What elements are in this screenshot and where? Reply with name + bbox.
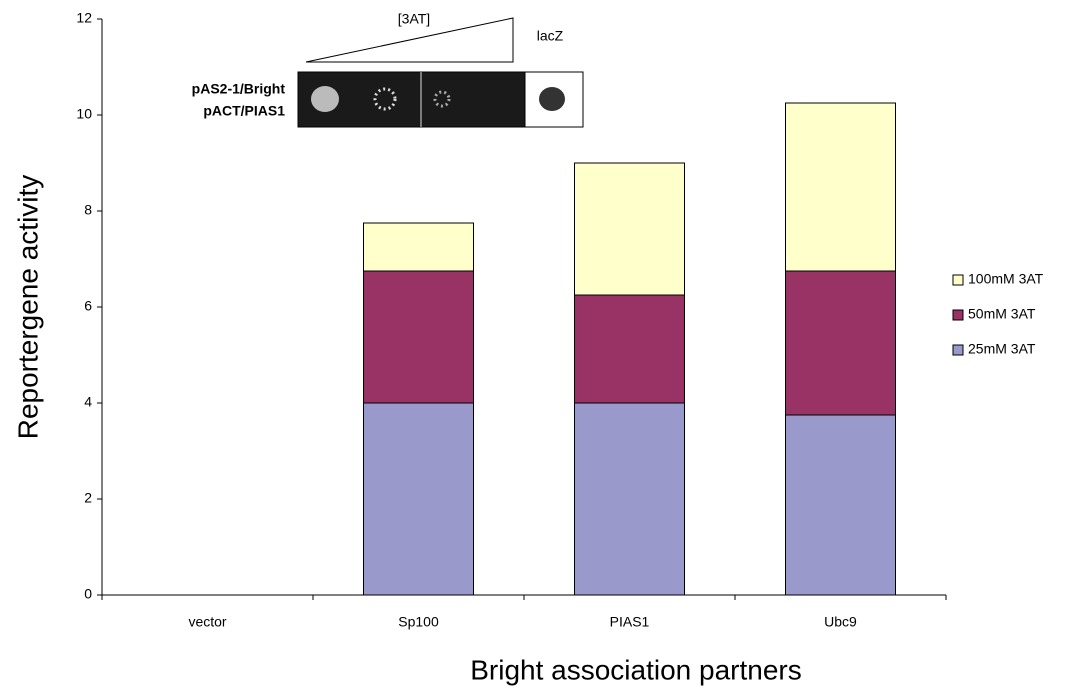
colony — [373, 87, 397, 111]
legend-swatch — [952, 274, 964, 286]
colony — [433, 90, 451, 108]
y-axis-title: Reportergene activity — [12, 175, 43, 440]
x-tick-label: Sp100 — [398, 614, 439, 630]
x-tick-label: PIAS1 — [610, 614, 650, 630]
y-tick-label: 0 — [84, 586, 92, 602]
prey-label: pACT/PIAS1 — [203, 103, 285, 119]
y-tick-label: 6 — [84, 298, 92, 314]
bar-segment — [574, 294, 685, 404]
control-label: lacZ — [537, 28, 564, 44]
bar-segment — [363, 222, 474, 272]
bar-segment — [785, 414, 896, 596]
colony — [539, 87, 565, 111]
bar-segment — [363, 270, 474, 404]
y-tick-label: 8 — [84, 202, 92, 218]
legend-swatch — [952, 344, 964, 356]
y-tick-label: 2 — [84, 490, 92, 506]
gradient-triangle — [305, 17, 514, 63]
legend-label: 50mM 3AT — [968, 306, 1036, 322]
bar-segment — [574, 402, 685, 596]
y-tick-label: 4 — [84, 394, 92, 410]
y-tick-label: 12 — [76, 10, 92, 26]
colony — [311, 86, 339, 112]
inset: [3AT] lacZ pAS2-1/Bright pACT/PIAS1 — [192, 11, 584, 128]
x-tick-label: vector — [188, 614, 226, 630]
y-tick-label: 10 — [76, 106, 92, 122]
legend-label: 25mM 3AT — [968, 341, 1036, 357]
bar-segment — [785, 102, 896, 272]
x-tick-label: Ubc9 — [824, 614, 857, 630]
legend-label: 100mM 3AT — [968, 271, 1044, 287]
bar-segment — [785, 270, 896, 416]
bait-label: pAS2-1/Bright — [192, 81, 286, 97]
gradient-label: [3AT] — [398, 11, 430, 27]
x-axis-title: Bright association partners — [470, 654, 802, 685]
bar-segment — [363, 402, 474, 596]
legend-swatch — [952, 309, 964, 321]
bar-segment — [574, 162, 685, 296]
